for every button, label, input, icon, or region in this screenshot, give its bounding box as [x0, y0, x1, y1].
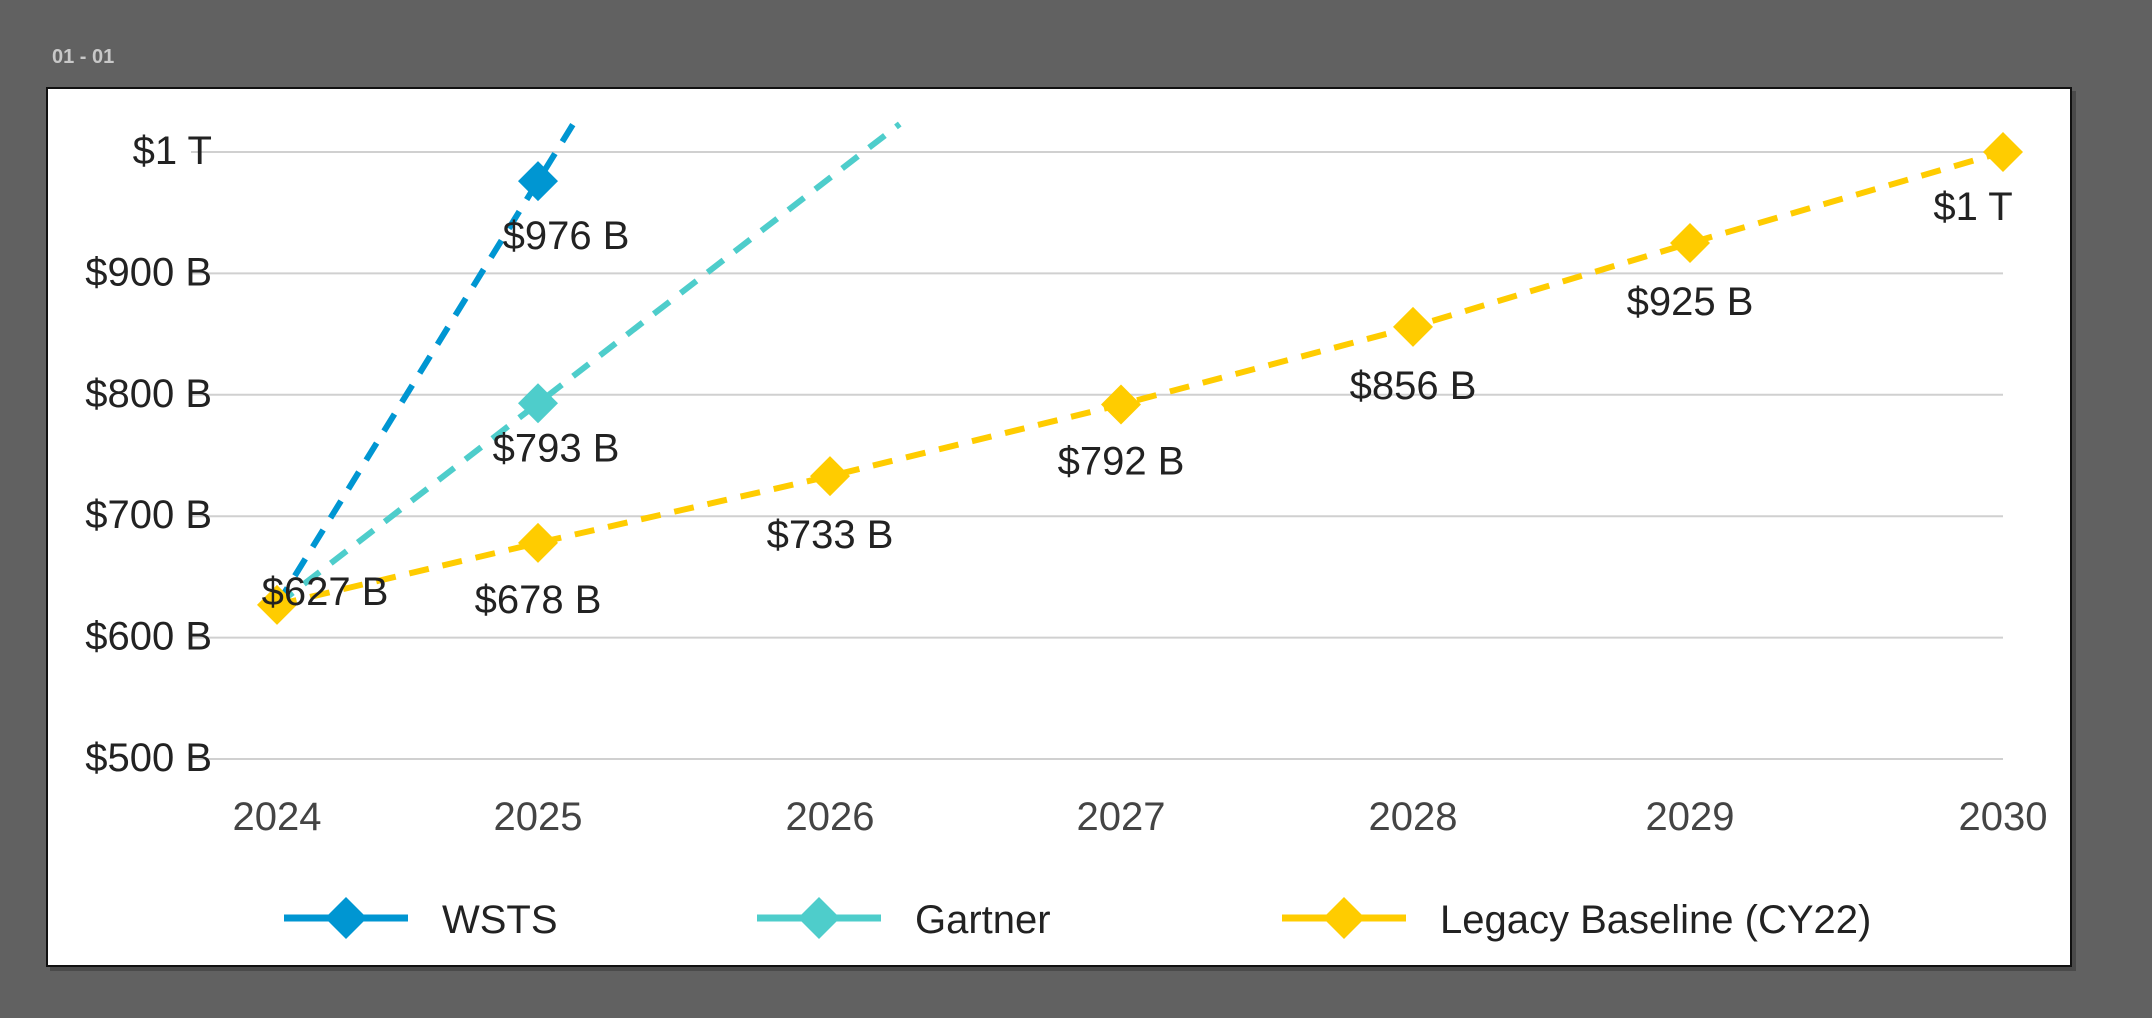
series-line-gartner — [275, 121, 902, 608]
x-tick-label: 2024 — [233, 795, 322, 839]
y-tick-label: $800 B — [85, 372, 212, 416]
data-label: $976 B — [503, 214, 630, 258]
slide-number-label: 01 - 01 — [52, 46, 115, 68]
data-point-marker — [1670, 223, 1710, 264]
data-label: $792 B — [1058, 440, 1185, 484]
data-point-marker — [518, 161, 558, 202]
data-label: $856 B — [1350, 364, 1477, 408]
x-tick-label: 2027 — [1077, 795, 1166, 839]
x-tick-label: 2028 — [1369, 795, 1458, 839]
legend-label: WSTS — [442, 898, 558, 942]
data-label: $925 B — [1627, 280, 1754, 324]
data-label: $793 B — [493, 426, 620, 470]
x-tick-label: 2025 — [494, 795, 583, 839]
data-point-marker — [518, 522, 558, 563]
data-label: $627 B — [262, 570, 389, 614]
legend-label: Gartner — [915, 898, 1051, 942]
data-label: $733 B — [767, 513, 894, 557]
x-tick-label: 2029 — [1646, 795, 1735, 839]
y-tick-label: $500 B — [85, 736, 212, 780]
chart-frame — [46, 87, 2072, 967]
data-point-marker — [810, 456, 850, 497]
x-tick-label: 2026 — [786, 795, 875, 839]
data-point-marker — [1983, 132, 2023, 172]
data-point-marker — [518, 383, 558, 424]
y-tick-label: $900 B — [85, 250, 212, 294]
legend-diamond-icon — [1323, 897, 1365, 939]
series-line-wsts — [274, 116, 580, 607]
x-tick-label: 2030 — [1959, 795, 2048, 839]
data-point-marker — [1101, 384, 1141, 425]
legend-label: Legacy Baseline (CY22) — [1440, 898, 1871, 942]
data-point-marker — [1393, 306, 1433, 347]
data-point-marker — [257, 584, 297, 625]
data-label: $1 T — [1933, 185, 2012, 229]
legend-diamond-icon — [325, 897, 367, 939]
y-tick-label: $600 B — [85, 615, 212, 659]
y-tick-label: $700 B — [85, 493, 212, 537]
data-label: $678 B — [475, 578, 602, 622]
y-tick-label: $1 T — [133, 129, 212, 173]
legend-diamond-icon — [798, 897, 840, 939]
